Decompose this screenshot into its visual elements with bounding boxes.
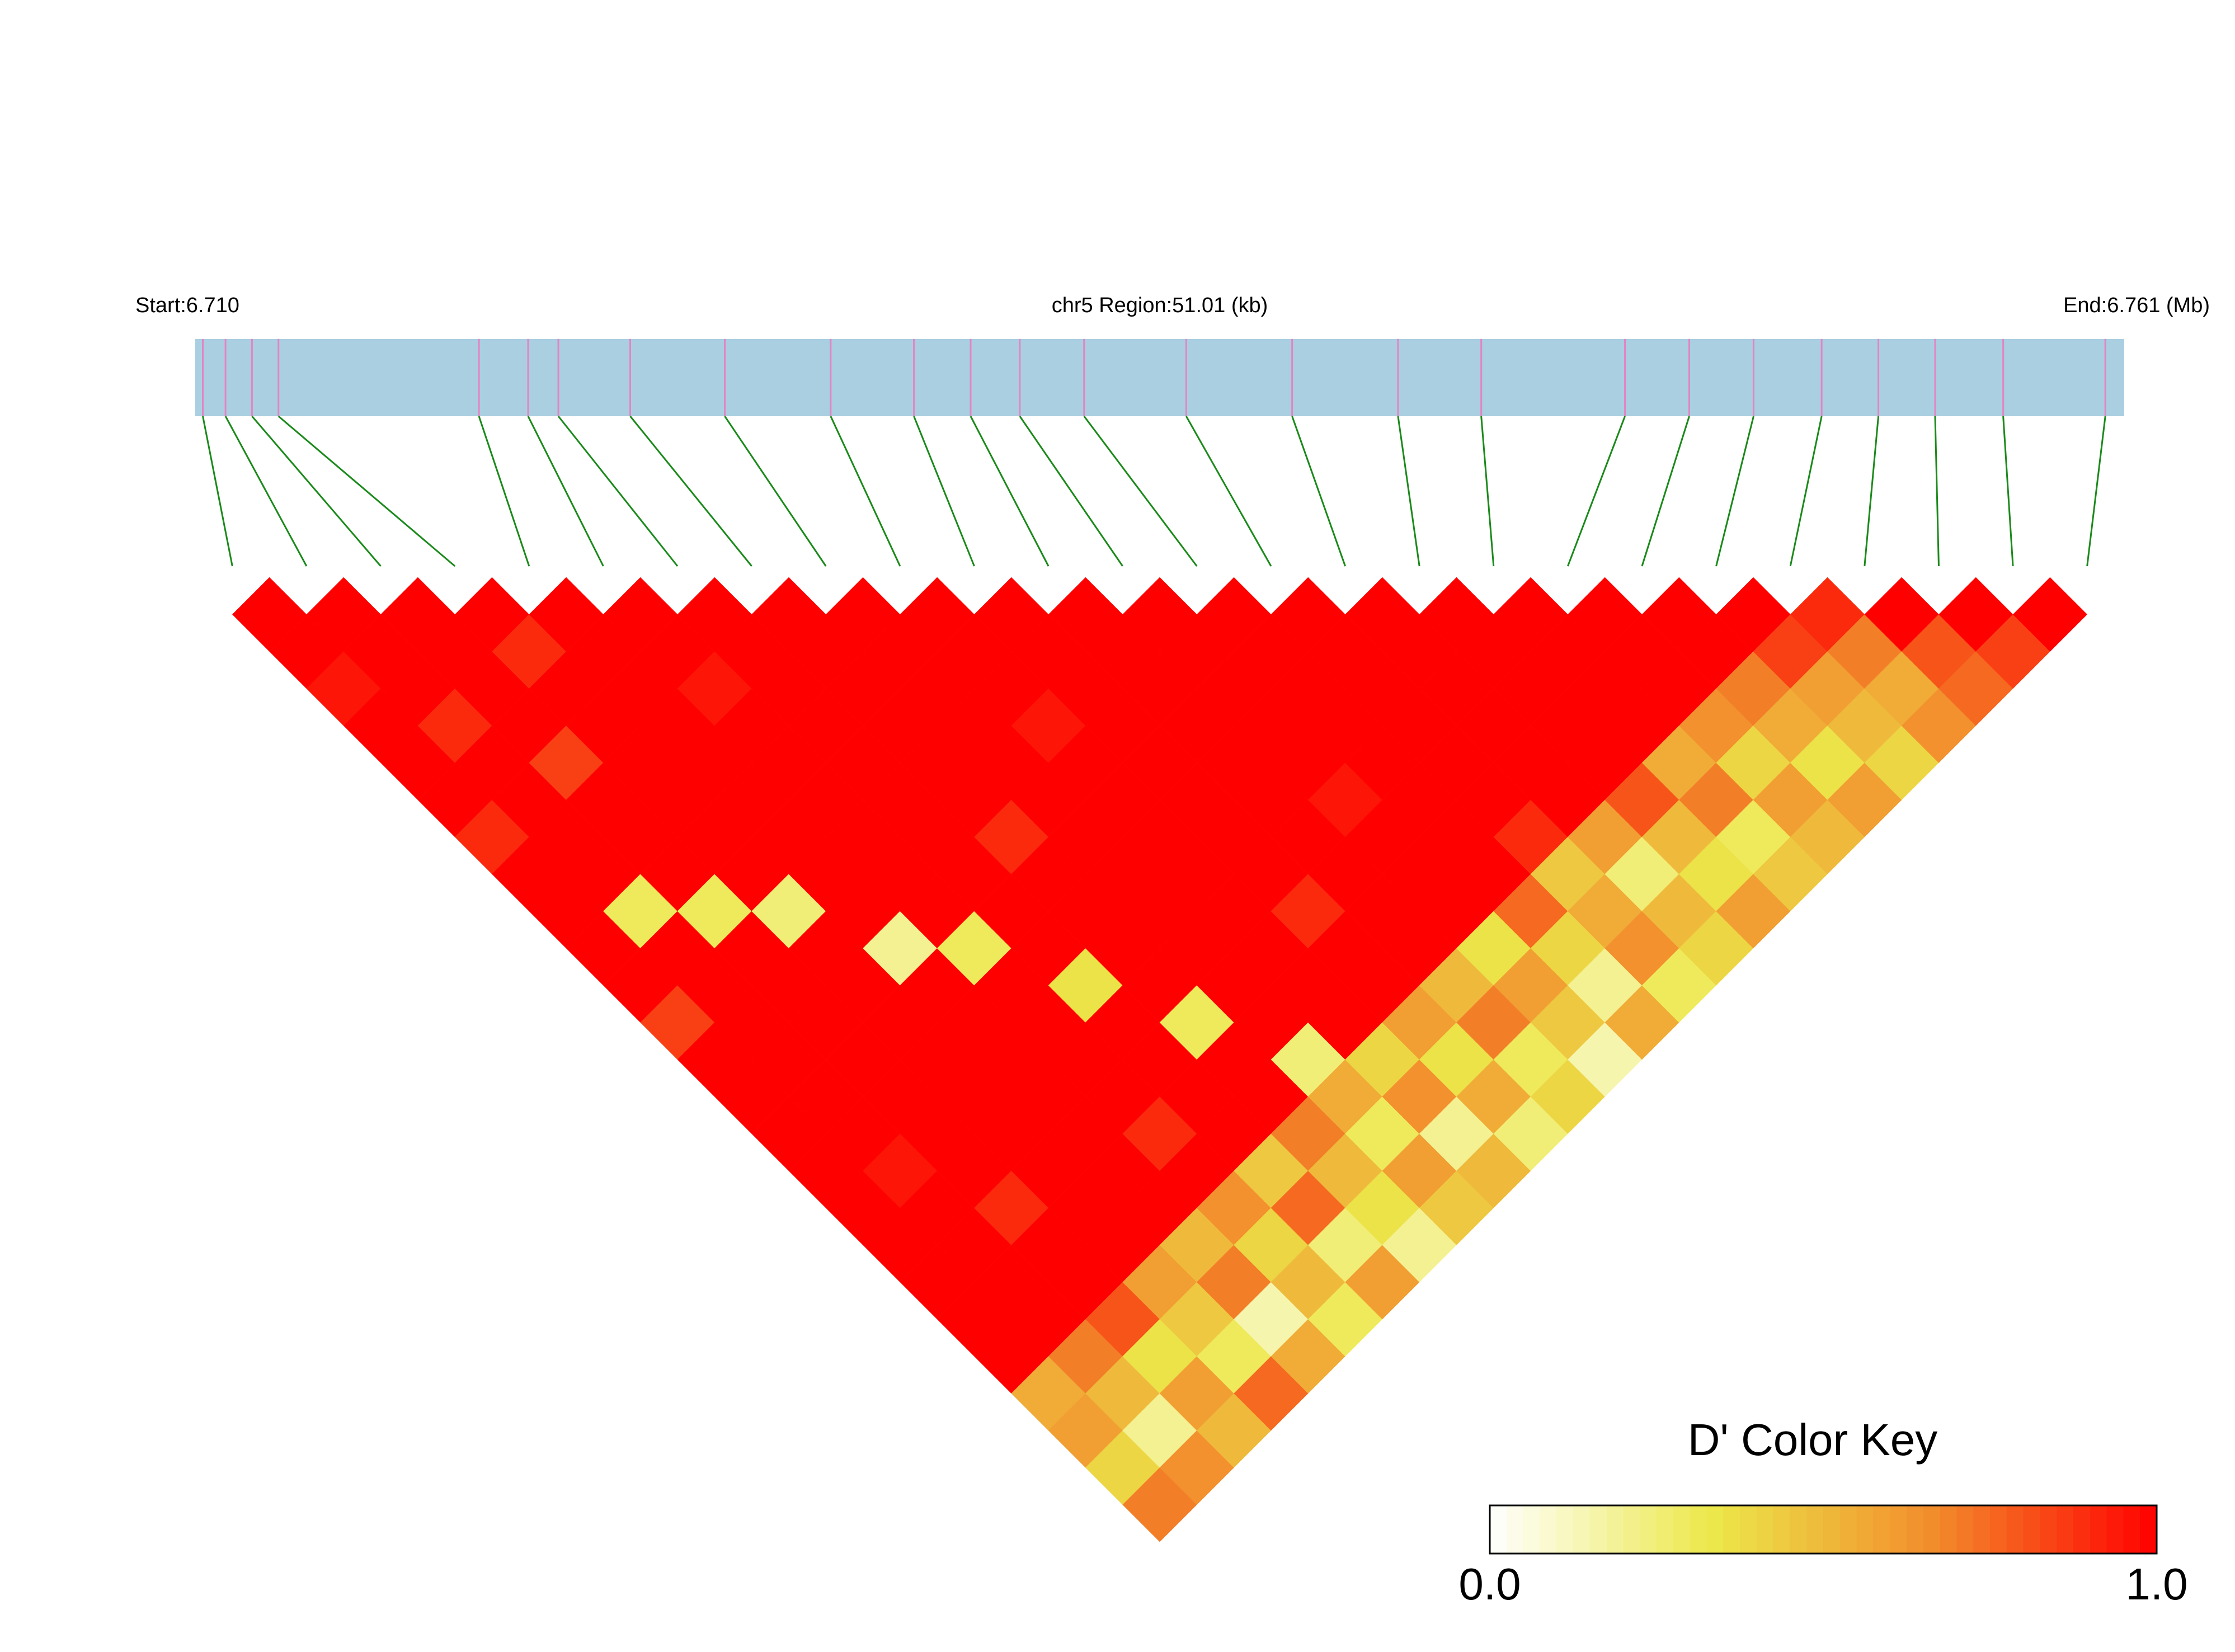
snp-link <box>557 416 679 567</box>
snp-link <box>970 416 1050 567</box>
color-key-swatch <box>1623 1505 1640 1554</box>
color-key-swatch <box>1873 1505 1890 1554</box>
color-key-swatch <box>1940 1505 1957 1554</box>
snp-link <box>629 416 752 567</box>
color-key-swatch <box>1773 1505 1790 1554</box>
color-key-swatch <box>1790 1505 1807 1554</box>
snp-link <box>224 416 308 567</box>
color-key-swatch <box>1756 1505 1774 1554</box>
snp-link <box>1019 416 1123 567</box>
color-key-swatch <box>2140 1505 2157 1554</box>
color-key-swatch <box>1573 1505 1591 1554</box>
color-key-swatch <box>1990 1505 2007 1554</box>
snp-bar <box>195 339 2124 416</box>
color-key-swatch <box>1657 1505 1674 1554</box>
color-key-swatch <box>2040 1505 2057 1554</box>
color-key-swatch <box>2073 1505 2091 1554</box>
color-key-swatch <box>2090 1505 2107 1554</box>
snp-link <box>251 416 382 567</box>
color-key-swatch <box>1540 1505 1557 1554</box>
snp-link <box>527 416 604 567</box>
color-key-swatch <box>2023 1505 2040 1554</box>
color-key-swatch <box>1640 1505 1657 1554</box>
snp-link <box>1789 416 1823 567</box>
snp-link <box>830 416 901 567</box>
color-key-swatch <box>1490 1505 1507 1554</box>
snp-link <box>1083 416 1198 567</box>
color-key-swatch <box>1923 1505 1941 1554</box>
color-key-tick-label: 0.0 <box>1458 1559 1521 1609</box>
snp-link <box>1566 416 1626 567</box>
region-label: chr5 Region:51.01 (kb) <box>1052 294 1268 317</box>
color-key-swatch <box>1506 1505 1524 1554</box>
color-key-swatch <box>1589 1505 1607 1554</box>
snp-link <box>2086 416 2106 567</box>
color-key-swatch <box>1907 1505 1924 1554</box>
color-key-swatch <box>1890 1505 1907 1554</box>
snp-link <box>1864 416 1880 567</box>
start-label: Start:6.710 <box>135 294 239 317</box>
snp-link <box>478 416 530 567</box>
snp-link <box>1641 416 1690 567</box>
color-key-swatch <box>2006 1505 2024 1554</box>
color-key-frame <box>1489 1504 2158 1555</box>
color-key-swatch <box>1823 1505 1841 1554</box>
snp-link <box>1480 416 1495 567</box>
snp-link <box>202 416 233 567</box>
color-key-swatch <box>1556 1505 1574 1554</box>
color-key-swatch <box>1806 1505 1824 1554</box>
snp-link <box>1715 416 1754 567</box>
color-key-swatch <box>1973 1505 1991 1554</box>
snp-link <box>1291 416 1346 567</box>
snp-link <box>1934 416 1940 567</box>
snp-link <box>724 416 827 567</box>
color-key-swatch <box>1606 1505 1624 1554</box>
end-label: End:6.761 (Mb) <box>2063 294 2210 317</box>
color-key-swatch <box>1523 1505 1540 1554</box>
snp-link <box>1185 416 1272 567</box>
color-key-swatch <box>1956 1505 1974 1554</box>
color-key-swatch <box>1706 1505 1724 1554</box>
color-key-swatch <box>2106 1505 2124 1554</box>
color-key-swatch <box>1690 1505 1707 1554</box>
color-key-swatch <box>2123 1505 2140 1554</box>
color-key-swatch <box>1673 1505 1691 1554</box>
ld-cell <box>2012 577 2088 652</box>
color-key-swatch <box>1856 1505 1874 1554</box>
color-key-swatch <box>1839 1505 1857 1554</box>
snp-link <box>2002 416 2014 567</box>
snp-link <box>1397 416 1420 567</box>
color-key-swatch <box>2057 1505 2074 1554</box>
color-key-tick-label: 1.0 <box>2125 1559 2187 1609</box>
snp-link <box>913 416 975 567</box>
color-key-swatch <box>1740 1505 1757 1554</box>
color-key-swatch <box>1723 1505 1740 1554</box>
snp-link <box>277 415 456 567</box>
color-key-title: D' Color Key <box>1688 1415 1938 1465</box>
